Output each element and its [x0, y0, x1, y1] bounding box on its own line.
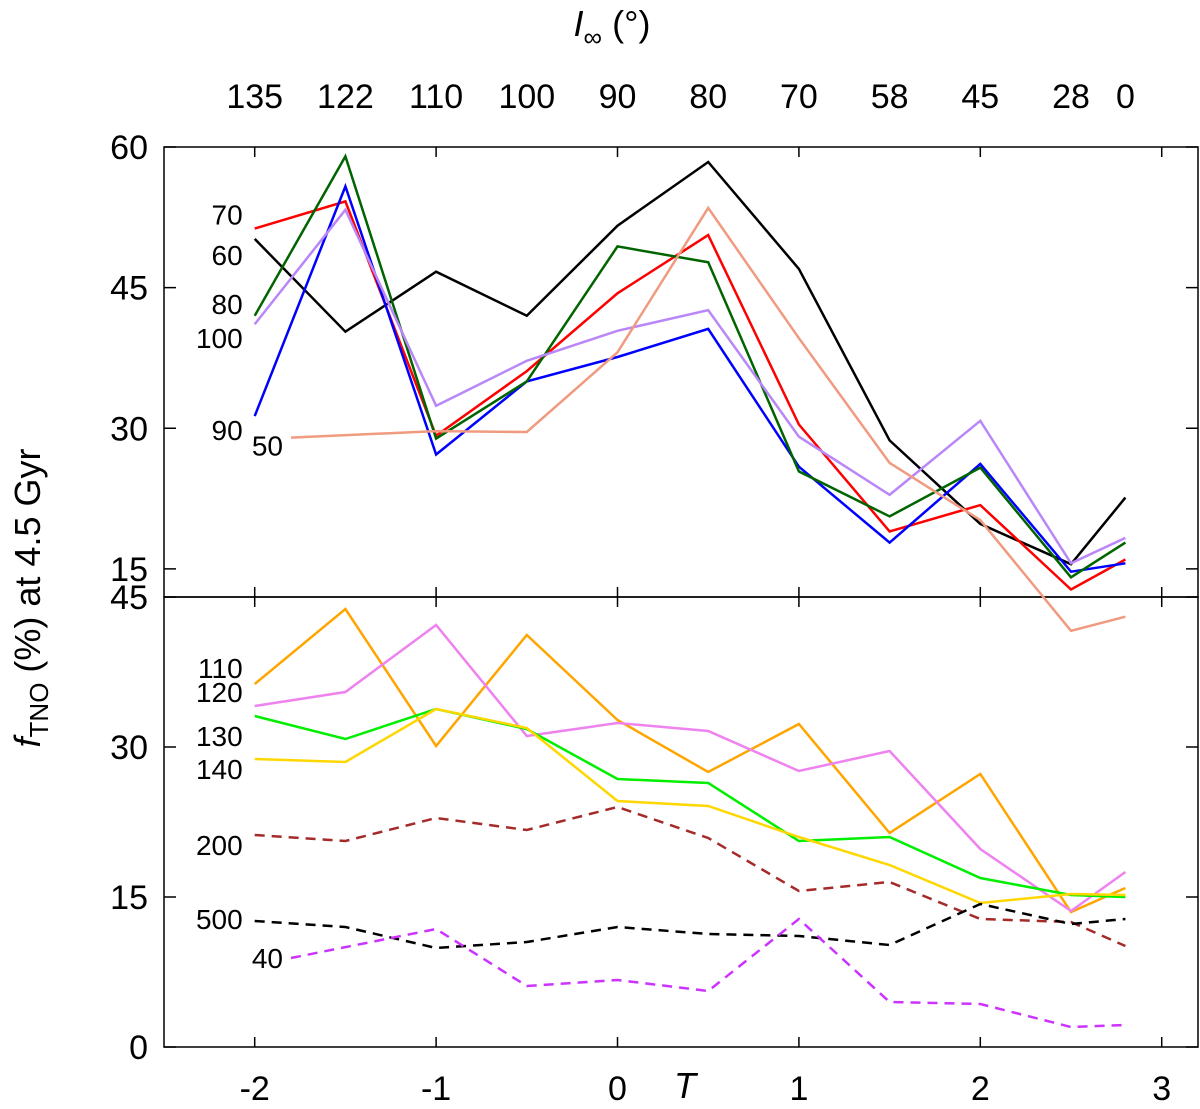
series-line-lower-140	[254, 707, 1126, 905]
series-label: 120	[196, 677, 243, 708]
top-axis-tick-label: 110	[409, 78, 463, 116]
top-axis-tick-label: 70	[780, 78, 818, 116]
top-axis-tick-label: 100	[498, 78, 555, 116]
x-axis-title: T	[674, 1065, 699, 1106]
top-axis-title-sub: ∞	[584, 22, 603, 52]
series-line-upper-100	[253, 207, 1126, 565]
series-line-lower-200	[254, 805, 1126, 948]
series-label: 200	[196, 830, 243, 861]
x-tick-label: 2	[971, 1070, 990, 1108]
top-axis-tick-label: 28	[1052, 78, 1090, 116]
series-label: 90	[212, 415, 243, 446]
y-tick-label: 45	[110, 270, 148, 308]
series-line-lower-120	[254, 623, 1127, 913]
series-label: 110	[198, 653, 243, 684]
top-axis-tick-label: 80	[689, 78, 727, 116]
series-label: 130	[196, 721, 243, 752]
y-tick-label: 45	[110, 579, 148, 617]
series-layer	[253, 153, 1127, 1029]
x-tick-label: 0	[608, 1070, 627, 1108]
series-line-lower-40	[290, 917, 1126, 1029]
x-tick-label: 1	[789, 1070, 808, 1108]
series-label: 80	[212, 289, 243, 320]
series-line-lower-500	[254, 902, 1126, 950]
top-axis-title-rest: (°)	[602, 3, 650, 44]
series-label: 40	[252, 943, 283, 974]
y-axis-title: fTNO (%) at 4.5 Gyr	[7, 449, 54, 748]
x-tick-label: -1	[421, 1070, 451, 1108]
y-axis-title-sub: TNO	[24, 683, 54, 738]
y-tick-label: 60	[110, 129, 148, 167]
panel-frame-upper	[163, 146, 1199, 598]
top-axis-tick-label: 0	[1116, 78, 1135, 116]
top-axis-tick-label: 45	[961, 78, 999, 116]
x-tick-label: 3	[1152, 1070, 1171, 1108]
panel-frame-lower	[163, 596, 1199, 1048]
top-axis-title: I∞ (°)	[574, 3, 651, 52]
series-line-upper-black	[253, 160, 1127, 566]
series-line-upper-60	[253, 182, 1126, 574]
y-tick-label: 30	[110, 410, 148, 448]
series-label: 50	[252, 431, 283, 462]
series-line-lower-130	[254, 707, 1126, 899]
top-axis-tick-label: 122	[317, 78, 374, 116]
series-line-upper-80	[253, 153, 1127, 579]
axes-layer: -2 -1 0 1 2 3 135 122 110 100 90 80 70 58 45 28 0 60 45 30 1…	[110, 78, 1199, 1108]
series-label: 60	[212, 240, 243, 271]
y-tick-label: 15	[110, 551, 148, 589]
top-axis-tick-label: 58	[871, 78, 909, 116]
x-tick-label: -2	[240, 1070, 270, 1108]
series-label: 140	[196, 754, 243, 785]
y-tick-label: 15	[110, 879, 148, 917]
y-axis-title-rest: (%) at 4.5 Gyr	[7, 449, 48, 683]
top-axis-tick-label: 135	[226, 78, 283, 116]
series-line-upper-50	[290, 205, 1126, 633]
y-tick-label: 0	[129, 1029, 148, 1067]
y-tick-label: 30	[110, 729, 148, 767]
series-line-lower-110	[253, 607, 1126, 914]
top-axis-tick-label: 90	[599, 78, 637, 116]
top-axis-title-main: I	[574, 3, 584, 44]
series-label: 70	[212, 200, 243, 231]
series-line-upper-70	[254, 199, 1127, 592]
series-label: 500	[196, 904, 243, 935]
series-label: 100	[196, 323, 243, 354]
